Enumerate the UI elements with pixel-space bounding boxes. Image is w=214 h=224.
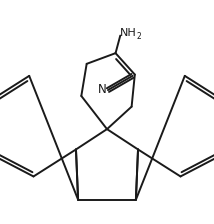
Text: NH: NH xyxy=(120,28,137,39)
Text: N: N xyxy=(98,83,106,96)
Text: 2: 2 xyxy=(137,32,141,41)
